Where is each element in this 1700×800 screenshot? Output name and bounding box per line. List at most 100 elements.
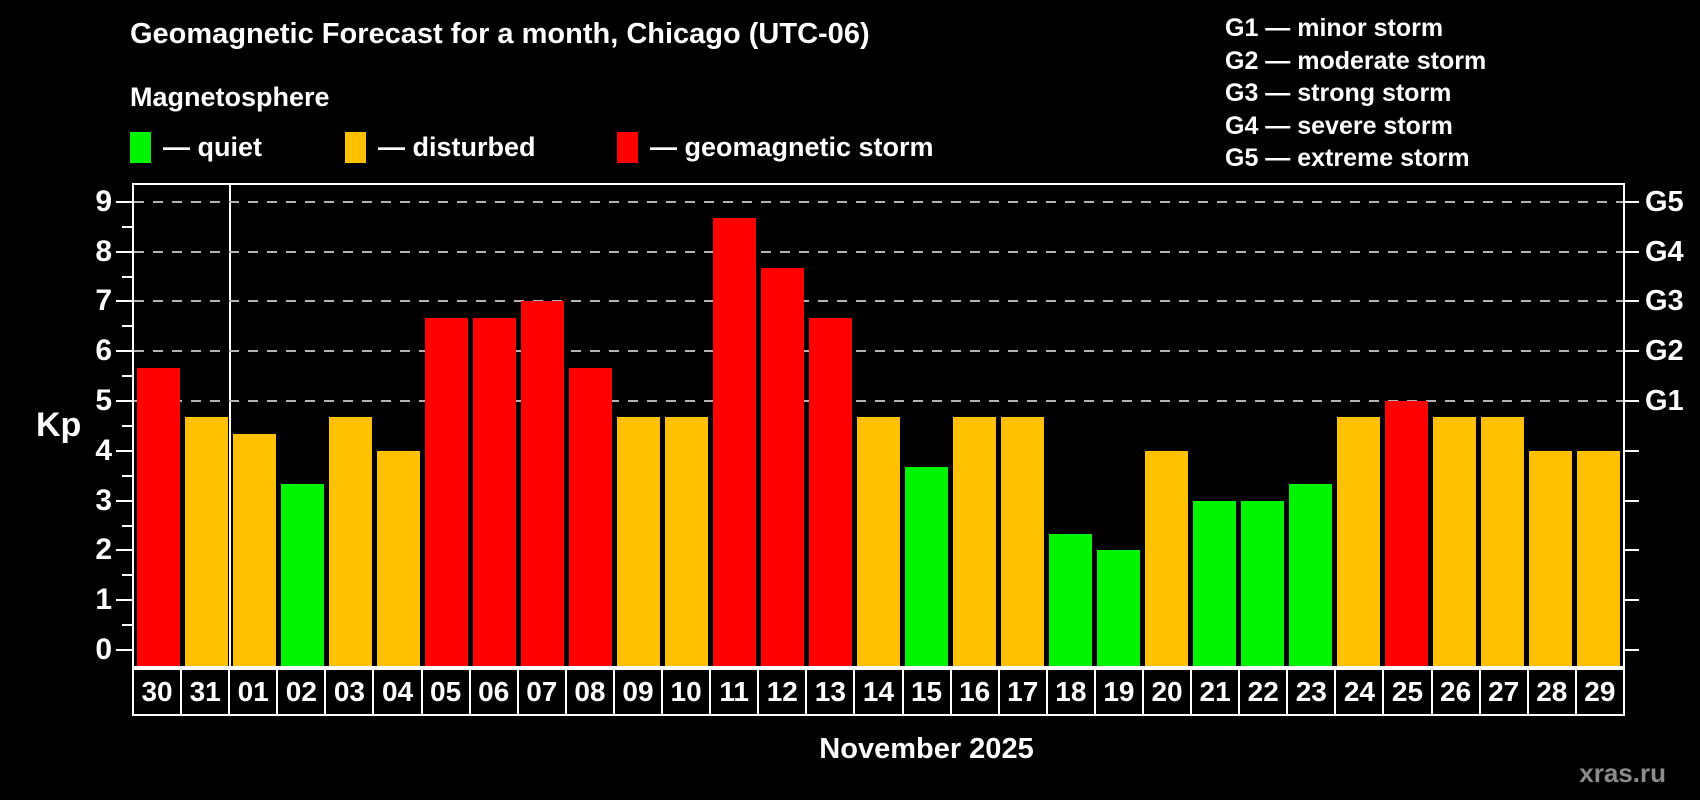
legend-item-storm: — geomagnetic storm — [617, 130, 934, 164]
day-label-05: 05 — [420, 668, 471, 716]
day-label-08: 08 — [564, 668, 615, 716]
g-axis-tick — [1623, 599, 1639, 602]
kp-bar-day-16 — [953, 417, 997, 666]
x-axis-day-labels: 30 31 01 02 03 04 05 06 07 08 09 10 11 12 13 14 15 16 17 18… — [132, 668, 1625, 716]
gridline-kp7 — [134, 300, 1623, 303]
kp-bar-day-02 — [280, 484, 324, 666]
kp-bar-day-17 — [1001, 417, 1045, 666]
day-label-10: 10 — [661, 668, 712, 716]
kp-bar-day-20 — [1145, 450, 1189, 666]
legend-label: — geomagnetic storm — [650, 131, 934, 162]
y-axis-major-tick — [116, 400, 132, 402]
g-scale-legend-line: G5 — extreme storm — [1225, 144, 1470, 172]
y-axis-minor-tick — [122, 574, 132, 577]
category-legend: — quiet — disturbed — geomagnetic storm — [0, 130, 1700, 168]
g-scale-legend-line: G1 — minor storm — [1225, 14, 1444, 42]
day-label-16: 16 — [949, 668, 1000, 716]
kp-bar-day-24 — [1337, 417, 1381, 666]
day-label-12: 12 — [757, 668, 808, 716]
day-label-20: 20 — [1141, 668, 1193, 716]
day-label-31: 31 — [180, 668, 231, 716]
legend-label: — disturbed — [378, 131, 536, 162]
kp-bar-day-31 — [184, 417, 228, 666]
y-axis-tick-label: 1 — [95, 583, 112, 617]
day-label-02: 02 — [276, 668, 327, 716]
kp-bar-day-05 — [424, 317, 468, 666]
g-axis-tick — [1623, 400, 1639, 402]
day-label-19: 19 — [1093, 668, 1144, 716]
legend-item-disturbed: — disturbed — [345, 130, 536, 164]
day-label-23: 23 — [1286, 668, 1337, 716]
y-axis-minor-tick — [122, 624, 132, 627]
y-axis-minor-tick — [122, 225, 132, 228]
kp-bar-day-19 — [1097, 550, 1141, 666]
day-label-30: 30 — [132, 668, 183, 716]
g-axis-label-g5: G5 — [1645, 185, 1684, 218]
y-axis-minor-tick — [122, 325, 132, 328]
day-label-17: 17 — [997, 668, 1048, 716]
day-label-13: 13 — [805, 668, 856, 716]
kp-bar-day-26 — [1433, 417, 1477, 666]
g-axis-label-g1: G1 — [1645, 385, 1684, 417]
y-axis-tick-label: 9 — [95, 184, 112, 218]
kp-bar-day-30 — [136, 367, 180, 666]
g-axis-tick — [1623, 499, 1639, 502]
kp-bar-day-15 — [905, 467, 949, 666]
y-axis-major-tick — [116, 649, 132, 651]
kp-bar-day-27 — [1481, 417, 1525, 666]
kp-bar-day-23 — [1289, 484, 1333, 666]
g-axis-tick — [1623, 449, 1639, 452]
g-axis-tick — [1623, 300, 1639, 303]
y-axis-tick-label: 0 — [95, 633, 112, 666]
y-axis-major-tick — [116, 250, 132, 253]
day-label-29: 29 — [1574, 668, 1625, 716]
kp-bar-day-04 — [376, 450, 420, 666]
y-axis-major-tick — [116, 599, 132, 602]
y-axis-tick-label: 3 — [95, 483, 112, 517]
y-axis-tick-label: 5 — [95, 384, 112, 417]
kp-bar-day-11 — [712, 218, 756, 666]
day-label-15: 15 — [901, 668, 952, 716]
kp-bar-day-09 — [616, 417, 660, 666]
y-axis-major-tick — [116, 499, 132, 502]
g-axis-label-g2: G2 — [1645, 335, 1684, 368]
g-axis-tick — [1623, 250, 1639, 253]
disturbed-swatch-icon — [345, 131, 366, 163]
day-label-18: 18 — [1045, 668, 1096, 716]
day-label-09: 09 — [612, 668, 664, 716]
chart-title: Geomagnetic Forecast for a month, Chicag… — [130, 18, 870, 50]
g-scale-legend-line: G3 — strong storm — [1225, 79, 1452, 107]
day-label-07: 07 — [516, 668, 567, 716]
legend-label: — quiet — [163, 131, 262, 162]
x-axis-title: November 2025 — [819, 733, 1034, 765]
y-axis-minor-tick — [122, 375, 132, 378]
g-scale-legend: G1 — minor storm G2 — moderate storm G3 — … — [1225, 12, 1486, 175]
y-axis-minor-tick — [122, 524, 132, 527]
kp-bar-day-21 — [1193, 500, 1237, 666]
day-label-22: 22 — [1238, 668, 1289, 716]
day-label-11: 11 — [709, 668, 760, 716]
month-separator-line — [229, 185, 232, 666]
kp-bar-day-08 — [568, 367, 612, 666]
g-axis-tick — [1623, 649, 1639, 651]
y-axis-minor-tick — [122, 424, 132, 427]
legend-item-quiet: — quiet — [130, 130, 262, 164]
g-axis-label-g4: G4 — [1645, 235, 1684, 268]
kp-bar-day-12 — [760, 268, 804, 666]
gridline-kp5 — [134, 400, 1623, 402]
y-axis-major-tick — [116, 300, 132, 303]
storm-swatch-icon — [617, 131, 638, 163]
day-label-28: 28 — [1526, 668, 1577, 716]
kp-bar-day-07 — [520, 301, 564, 666]
quiet-swatch-icon — [130, 131, 151, 163]
day-label-25: 25 — [1382, 668, 1433, 716]
kp-bar-day-28 — [1529, 450, 1573, 666]
kp-bar-day-06 — [472, 317, 516, 666]
day-label-14: 14 — [853, 668, 904, 716]
gridline-kp6 — [134, 350, 1623, 353]
kp-bar-day-25 — [1385, 401, 1429, 666]
y-axis-major-tick — [116, 449, 132, 452]
kp-bar-day-03 — [328, 417, 372, 666]
chart-subtitle: Magnetosphere — [130, 82, 330, 112]
day-label-01: 01 — [228, 668, 279, 716]
